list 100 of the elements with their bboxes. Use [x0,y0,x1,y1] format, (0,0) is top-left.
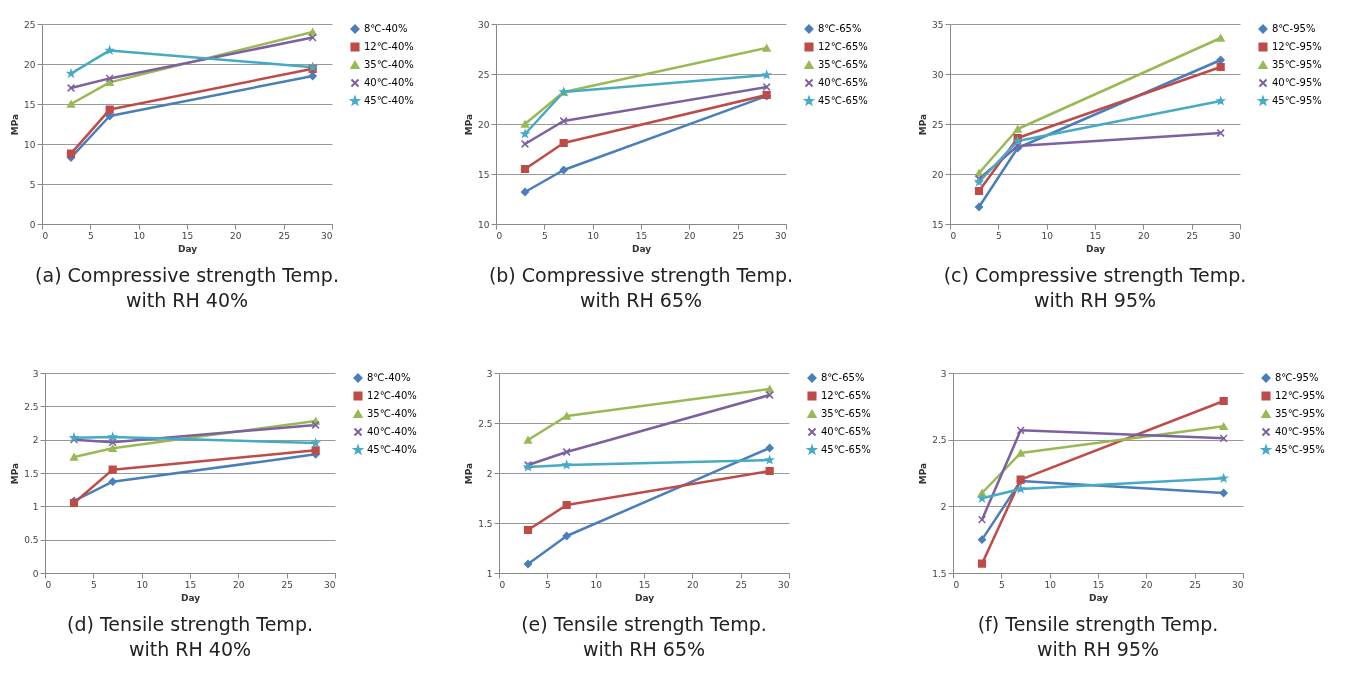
y-axis-title: MPa [464,462,475,485]
y-tick-label: 2 [940,501,947,512]
x-tick-label: 0 [499,579,506,590]
legend-label: 45℃-95% [1272,95,1322,106]
x-axis-title: Day [1088,592,1109,603]
x-tick-label: 10 [590,579,603,590]
legend-label: 40℃-95% [1272,77,1322,88]
x-axis-title: Day [1085,243,1106,254]
legend-label: 12℃-65% [818,41,868,52]
y-tick-label: 3 [486,368,493,379]
y-tick-label: 1.5 [24,468,39,479]
x-tick-label: 20 [233,579,245,590]
x-tick-label: 0 [496,230,503,241]
x-tick-label: 15 [638,579,651,590]
y-tick-label: 10 [24,139,36,150]
y-tick-label: 30 [478,19,490,30]
x-tick-label: 10 [587,230,600,241]
x-tick-label: 25 [1189,579,1201,590]
legend-label: 45℃-40% [364,95,414,106]
x-tick-label: 5 [90,579,97,590]
x-tick-label: 5 [998,579,1005,590]
text: with RH 40% [125,289,249,311]
x-tick-label: 10 [133,230,146,241]
x-tick-label: 30 [321,230,333,241]
x-tick-label: 10 [136,579,149,590]
y-tick-label: 25 [932,119,944,130]
x-tick-label: 0 [950,230,957,241]
y-tick-label: 35 [932,19,944,30]
legend-label: 12℃-95% [1275,390,1325,401]
x-tick-label: 0 [42,230,49,241]
x-tick-label: 30 [1232,579,1244,590]
legend-label: 45℃-65% [821,444,871,455]
x-tick-label: 10 [1044,579,1057,590]
text: (a) Compressive strength Temp. [35,264,339,286]
y-tick-label: 3 [940,368,947,379]
legend-label: 40℃-40% [367,426,417,437]
y-axis-title: MPa [10,462,21,485]
x-tick-label: 25 [278,230,290,241]
y-tick-label: 25 [478,69,490,80]
x-tick-label: 15 [1089,230,1102,241]
y-tick-label: 15 [478,169,490,180]
x-tick-label: 30 [324,579,336,590]
legend-label: 8℃-95% [1272,23,1316,34]
legend-label: 12℃-40% [364,41,414,52]
x-axis-title: Day [634,592,655,603]
y-axis-title: MPa [10,113,21,136]
y-tick-label: 0.5 [24,535,39,546]
x-tick-label: 15 [635,230,648,241]
x-tick-label: 25 [732,230,744,241]
x-tick-label: 30 [778,579,790,590]
legend-label: 40℃-40% [364,77,414,88]
x-tick-label: 30 [775,230,787,241]
y-tick-label: 1 [32,501,39,512]
x-axis-title: Day [180,592,201,603]
legend-label: 40℃-95% [1275,426,1325,437]
legend-label: 35℃-65% [821,408,871,419]
x-tick-label: 5 [544,579,551,590]
legend-label: 40℃-65% [821,426,871,437]
x-tick-label: 5 [541,230,548,241]
legend-label: 8℃-40% [364,23,408,34]
y-tick-label: 5 [29,179,36,190]
x-tick-label: 15 [181,230,194,241]
text: with RH 95% [1033,289,1157,311]
y-tick-label: 20 [932,169,944,180]
x-tick-label: 20 [684,230,696,241]
y-tick-label: 1 [486,568,493,579]
y-tick-label: 30 [932,69,944,80]
text: with RH 65% [582,638,706,660]
y-axis-title: MPa [918,113,929,136]
y-tick-label: 2.5 [478,418,493,429]
y-axis-title: MPa [918,462,929,485]
x-tick-label: 10 [1041,230,1054,241]
x-tick-label: 5 [995,230,1002,241]
x-axis-title: Day [631,243,652,254]
y-tick-label: 2.5 [24,401,39,412]
y-tick-label: 15 [24,99,36,110]
y-tick-label: 0 [29,219,36,230]
y-tick-label: 2 [486,468,493,479]
legend-label: 45℃-95% [1275,444,1325,455]
legend-label: 35℃-40% [364,59,414,70]
legend-label: 35℃-95% [1275,408,1325,419]
y-tick-label: 20 [478,119,490,130]
x-tick-label: 20 [687,579,699,590]
x-tick-label: 25 [735,579,747,590]
legend-label: 35℃-95% [1272,59,1322,70]
legend-label: 35℃-40% [367,408,417,419]
legend-label: 8℃-65% [818,23,862,34]
x-tick-label: 0 [953,579,960,590]
y-tick-label: 0 [32,568,39,579]
y-tick-label: 10 [478,219,490,230]
text: (e) Tensile strength Temp. [521,613,767,635]
legend-label: 40℃-65% [818,77,868,88]
x-tick-label: 30 [1229,230,1241,241]
legend-label: 35℃-65% [818,59,868,70]
text: with RH 95% [1036,638,1160,660]
y-tick-label: 25 [24,19,36,30]
y-tick-label: 2 [32,435,39,446]
x-tick-label: 25 [281,579,293,590]
text: (b) Compressive strength Temp. [488,264,794,286]
y-tick-label: 1.5 [478,518,493,529]
